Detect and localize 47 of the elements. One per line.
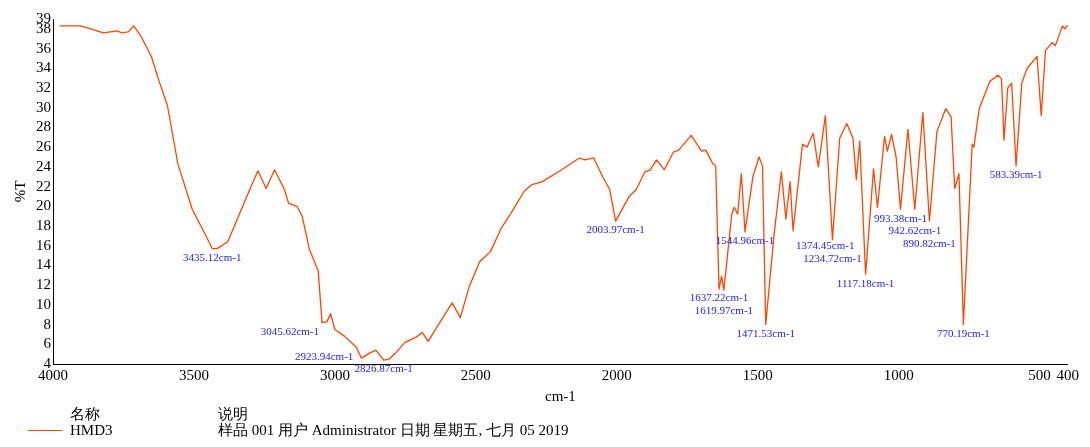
annotation: 3045.62cm-1 [260, 324, 320, 337]
y-tick-label: 34 [36, 59, 52, 76]
text: 样品 001 用户 Administrator 日期 星期五, 七月 05 2019 [218, 422, 569, 438]
y-tick-label: 36 [36, 39, 52, 56]
annotation: 1471.53cm-1 [736, 326, 795, 339]
x-tick-label: 2500 [460, 366, 491, 383]
annotation: 890.82cm-1 [902, 237, 956, 250]
text: 说明 [218, 406, 249, 422]
legend-label: HMD3 [70, 422, 113, 438]
x-tick-label: 3000 [319, 366, 350, 383]
y-tick-label: 28 [36, 118, 51, 135]
annotation: 583.39cm-1 [989, 168, 1043, 181]
y-tick-label: 22 [36, 177, 51, 194]
x-tick-label: 3500 [178, 366, 209, 383]
annotation: 770.19cm-1 [936, 326, 990, 339]
y-tick-label: 30 [36, 98, 51, 115]
y-tick-label: 26 [36, 138, 52, 155]
annotation: 942.62cm-1 [888, 223, 942, 236]
y-tick-label: 12 [36, 276, 51, 293]
y-tick-label: 14 [36, 256, 52, 273]
x-tick-label: 500 [1028, 366, 1051, 383]
annotation: 2003.97cm-1 [586, 223, 645, 236]
y-tick-label: 18 [36, 216, 51, 233]
x-tick-label: 1500 [742, 366, 773, 383]
annotation: 1637.22cm-1 [689, 291, 749, 304]
y-tick-label: 8 [43, 315, 51, 332]
annotation: 1619.97cm-1 [694, 304, 754, 317]
x-tick-label: 2000 [601, 366, 632, 383]
annotation: 993.38cm-1 [874, 211, 927, 224]
annotation: 1234.72cm-1 [803, 252, 862, 265]
y-tick-label: 16 [36, 236, 52, 253]
y-tick-label: 10 [36, 295, 51, 312]
legend-title: 名称 [69, 406, 101, 422]
y-tick-label: 24 [36, 157, 52, 174]
x-tick-label: 400 [1056, 366, 1079, 383]
y-tick-label: 20 [36, 197, 51, 214]
y-axis-title: %T [11, 180, 28, 203]
x-tick-label: 1000 [883, 366, 914, 383]
y-tick-label: 32 [36, 78, 51, 95]
x-axis-title: cm-1 [544, 387, 576, 404]
annotation: 2923.94cm-1 [294, 349, 354, 362]
annotation: 3435.12cm-1 [183, 251, 242, 264]
y-tick-label: 4 [43, 354, 52, 371]
annotation: 2826.87cm-1 [354, 362, 413, 375]
y-tick-label: 6 [43, 335, 52, 352]
annotation: 1374.45cm-1 [796, 239, 855, 252]
annotation: 1117.18cm-1 [836, 276, 895, 289]
